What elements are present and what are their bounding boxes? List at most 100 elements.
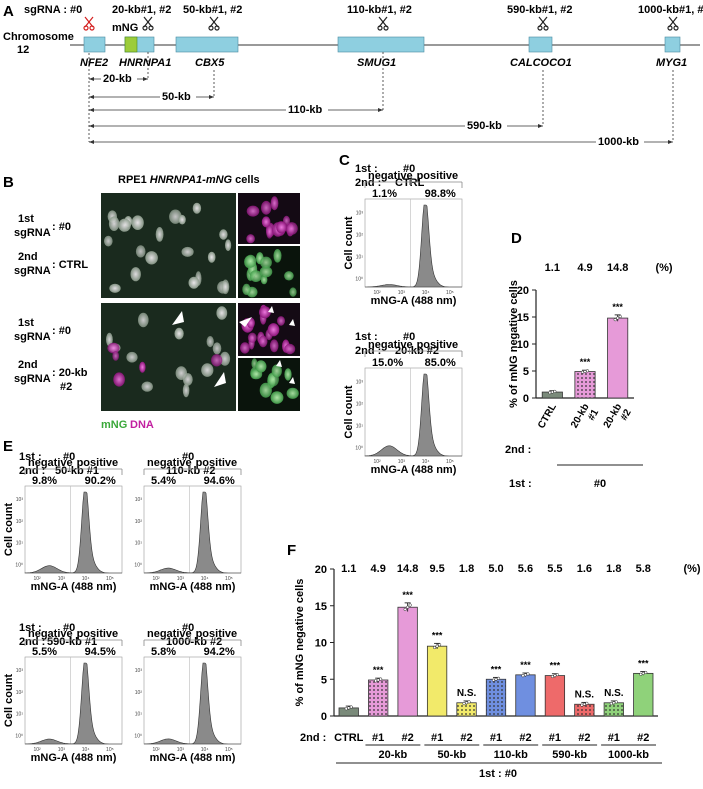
value-label: 5.0 — [488, 563, 503, 575]
x-tick-label: 10³ — [398, 459, 406, 465]
distance-arrowheads — [89, 77, 673, 144]
bar — [607, 317, 629, 399]
bar-pattern — [574, 704, 595, 716]
hist-second-val: 50-kb #1 — [55, 465, 99, 477]
value-label: 1.8 — [606, 563, 621, 575]
hist-first-label: 1st : — [355, 331, 378, 343]
distance-590kb: 590-kb — [467, 120, 502, 132]
x-category-label: #2 — [460, 732, 472, 744]
cell-nucleus — [182, 383, 190, 398]
hist-frame — [364, 198, 463, 288]
x-tick-label: 10⁵ — [106, 747, 114, 753]
b-row2-first: 1st — [18, 317, 34, 329]
x-category-label: #2 — [637, 732, 649, 744]
negative-percent: 5.4% — [151, 475, 176, 487]
chromosome-label: Chromosome — [3, 31, 74, 43]
data-point — [523, 673, 528, 677]
panel-label-c: C — [339, 152, 350, 169]
y-tick-label: 10² — [135, 519, 143, 525]
sg-label-20kb: 20-kb#1, #2 — [112, 4, 171, 16]
value-label: 4.9 — [577, 262, 592, 274]
first-label: 1st : #0 — [479, 768, 517, 780]
histogram-curve — [24, 662, 122, 745]
hist-x-axis-label: mNG-A (488 nm) — [150, 581, 236, 593]
y-tick-label: 10¹ — [356, 423, 364, 429]
data-point — [580, 703, 584, 707]
group-label: 20-kb — [379, 749, 408, 761]
bar — [515, 674, 536, 717]
gate-positive-label: positive — [417, 339, 459, 351]
data-point — [526, 672, 530, 676]
panel-label-d: D — [511, 230, 522, 247]
significance-label: *** — [638, 659, 649, 669]
cell-nucleus — [107, 342, 120, 354]
y-tick-label: 10² — [356, 232, 364, 238]
gene-calcoco1: CALCOCO1 — [510, 57, 572, 69]
cell-nucleus — [188, 276, 200, 289]
hist-frame — [364, 367, 463, 457]
hist-first-label: 1st : — [19, 451, 42, 463]
cell-nucleus — [261, 200, 272, 215]
gene-hnrnpa1: HNRNPA1 — [119, 57, 171, 69]
gene-box-nfe2 — [83, 36, 106, 53]
cell-nucleus — [145, 251, 158, 265]
panel-b-row2-labels: 1st sgRNA : #0 2nd sgRNA : 20-kb #2 — [14, 317, 88, 393]
x-tick-label: 10⁵ — [106, 576, 114, 582]
distance-labels: 20-kb 50-kb 110-kb 590-kb 1000-kb — [101, 72, 644, 148]
x-category-label: #1 — [431, 732, 443, 744]
cell-nucleus — [169, 209, 182, 224]
micrograph-20kb-dna — [238, 303, 300, 356]
x-category-label: CTRL — [536, 402, 559, 431]
cell-nucleus — [246, 234, 255, 244]
data-point — [438, 643, 442, 647]
cell-nucleus — [219, 229, 228, 240]
chromosome-number: 12 — [17, 44, 29, 56]
hist-frame — [24, 485, 123, 574]
b-row2-sgrna2: sgRNA — [14, 373, 51, 385]
cell-nucleus — [181, 246, 194, 257]
b-row2-sgrna: sgRNA — [14, 331, 51, 343]
data-point — [435, 644, 439, 648]
hist-first-val: #0 — [403, 331, 415, 343]
significance-label: *** — [432, 630, 443, 640]
cell-nucleus — [258, 335, 268, 348]
legend-dna: DNA — [130, 419, 154, 431]
x-category-label: #1 — [608, 732, 620, 744]
data-point — [639, 672, 643, 676]
data-point — [349, 705, 353, 709]
cell-nucleus — [108, 216, 120, 231]
y-tick-label: 10⁰ — [15, 562, 23, 568]
significance-label: N.S. — [575, 689, 595, 700]
b-row1-sgrna: sgRNA — [14, 227, 51, 239]
data-point — [585, 369, 590, 373]
hist-x-axis-label: mNG-A (488 nm) — [150, 752, 236, 764]
mng-label: mNG — [112, 22, 138, 34]
x-tick-label: 10³ — [398, 290, 406, 296]
cell-nucleus — [242, 283, 251, 295]
cell-nucleus — [271, 364, 282, 378]
x-tick-label: 10² — [34, 747, 42, 753]
cell-nucleus — [284, 343, 296, 355]
data-point — [548, 391, 552, 395]
cell-nucleus — [249, 270, 262, 282]
gene-nfe2: NFE2 — [80, 57, 108, 69]
value-label: 1.8 — [459, 563, 474, 575]
x-tick-label: 10³ — [177, 576, 185, 582]
data-point — [464, 701, 469, 705]
cell-nucleus — [211, 354, 223, 367]
cell-nucleus — [175, 366, 187, 380]
value-label: 1.1 — [545, 262, 560, 274]
cell-nucleus — [174, 327, 184, 340]
cell-nucleus — [219, 351, 231, 366]
cell-nucleus — [273, 249, 282, 263]
y-tick-label: 10 — [315, 638, 327, 650]
y-tick-label: 10⁰ — [355, 276, 363, 282]
significance-label: *** — [612, 302, 623, 312]
bar — [397, 606, 418, 717]
data-point — [344, 707, 348, 711]
y-tick-label: 5 — [523, 366, 529, 378]
x-category-label: #1 — [549, 732, 561, 744]
sg-label-590kb: 590-kb#1, #2 — [507, 4, 572, 16]
